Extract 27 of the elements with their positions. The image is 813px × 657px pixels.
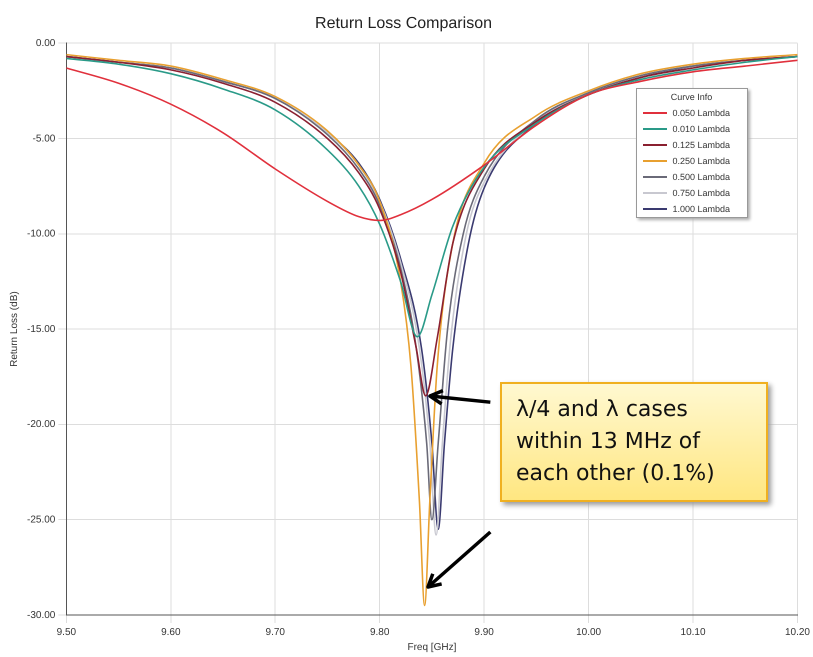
legend-label: 0.250 Lambda [672,156,730,166]
x-axis-title: Freq [GHz] [407,642,457,653]
y-tick-label: -15.00 [26,324,56,335]
legend-label: 0.125 Lambda [672,140,730,150]
legend-label: 0.750 Lambda [672,188,730,198]
y-tick-label: -10.00 [26,228,56,240]
x-tick-label: 10.20 [784,626,810,638]
legend-title: Curve Info [670,91,714,104]
y-tick-label: -30.00 [26,610,56,621]
annotation: λ/4 and λ cases within 13 MHz of each other (0.1%) [500,382,768,502]
chart-title: Return Loss Comparison [315,15,492,32]
legend-label: 1.000 Lambda [672,204,730,214]
x-tick-label: 9.70 [266,626,286,638]
legend-label: 0.500 Lambda [672,172,730,182]
x-tick-label: 10.10 [680,626,706,638]
y-tick-label: 0.00 [36,38,56,49]
y-axis-title: Return Loss (dB) [8,291,20,367]
x-tick-label: 9.80 [370,626,390,638]
x-tick-label: 9.60 [161,626,181,638]
x-tick-label: 10.00 [576,626,602,638]
y-tick-label: -20.00 [26,419,56,430]
legend-label: 0.010 Lambda [672,124,730,134]
x-tick-label: 9.90 [474,626,494,638]
x-tick-label: 9.50 [56,626,77,638]
y-tick-label: -5.00 [32,133,56,144]
legend-label: 0.050 Lambda [672,108,730,118]
y-tick-label: -25.00 [26,514,56,526]
